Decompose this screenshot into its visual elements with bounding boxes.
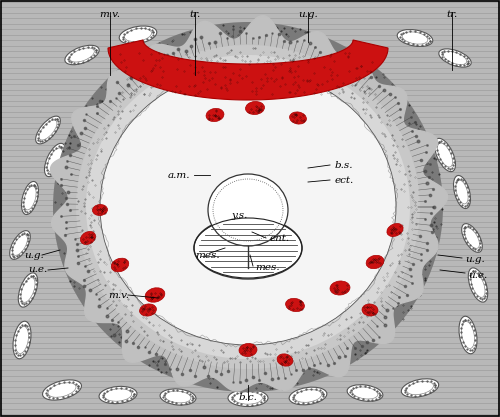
Text: m.v.: m.v. [108,291,129,299]
Text: tr.: tr. [190,10,200,19]
Text: u.g.: u.g. [298,10,318,19]
Ellipse shape [42,380,82,400]
Ellipse shape [10,231,30,259]
Ellipse shape [13,321,31,359]
Ellipse shape [289,387,327,405]
Ellipse shape [140,304,156,316]
Ellipse shape [239,344,257,357]
Ellipse shape [387,224,403,236]
Ellipse shape [208,174,288,246]
Ellipse shape [362,304,378,316]
Text: u.e.: u.e. [468,271,487,279]
Text: tr.: tr. [446,10,458,19]
Ellipse shape [194,217,302,279]
Ellipse shape [402,379,438,397]
Text: b.s.: b.s. [335,161,353,169]
Ellipse shape [92,204,108,216]
Text: a.m.: a.m. [168,171,190,179]
Ellipse shape [454,176,470,208]
Text: ect.: ect. [335,176,354,184]
Ellipse shape [44,143,66,177]
Polygon shape [108,40,388,100]
Ellipse shape [22,181,38,214]
Ellipse shape [99,387,137,404]
Ellipse shape [80,231,96,244]
Ellipse shape [330,281,350,295]
Ellipse shape [277,354,293,366]
Ellipse shape [145,288,165,302]
Text: u.g.: u.g. [465,256,485,264]
Ellipse shape [100,69,396,345]
Ellipse shape [112,258,128,272]
Ellipse shape [76,45,420,369]
Ellipse shape [459,316,477,354]
Text: ent.: ent. [270,234,290,243]
Polygon shape [50,16,448,391]
Text: mes.: mes. [255,264,280,272]
Ellipse shape [119,26,157,44]
Ellipse shape [36,116,60,144]
Ellipse shape [366,255,384,269]
Text: m.v.: m.v. [100,10,120,19]
Ellipse shape [347,385,383,401]
Ellipse shape [462,224,482,252]
Ellipse shape [286,299,304,311]
Text: u.g.: u.g. [24,251,44,259]
Ellipse shape [290,112,306,124]
Text: b.c.: b.c. [238,393,258,402]
Ellipse shape [86,55,410,359]
Ellipse shape [65,45,99,65]
Text: u.e.: u.e. [28,266,47,274]
Text: y.s.: y.s. [232,211,248,219]
Ellipse shape [18,273,38,307]
Ellipse shape [206,108,224,122]
Ellipse shape [160,389,196,405]
Ellipse shape [246,101,264,115]
Text: mes.: mes. [195,251,220,259]
Ellipse shape [439,49,471,67]
Ellipse shape [397,30,433,46]
Ellipse shape [434,138,456,172]
Ellipse shape [228,389,268,407]
Ellipse shape [468,268,487,302]
Ellipse shape [53,22,443,392]
